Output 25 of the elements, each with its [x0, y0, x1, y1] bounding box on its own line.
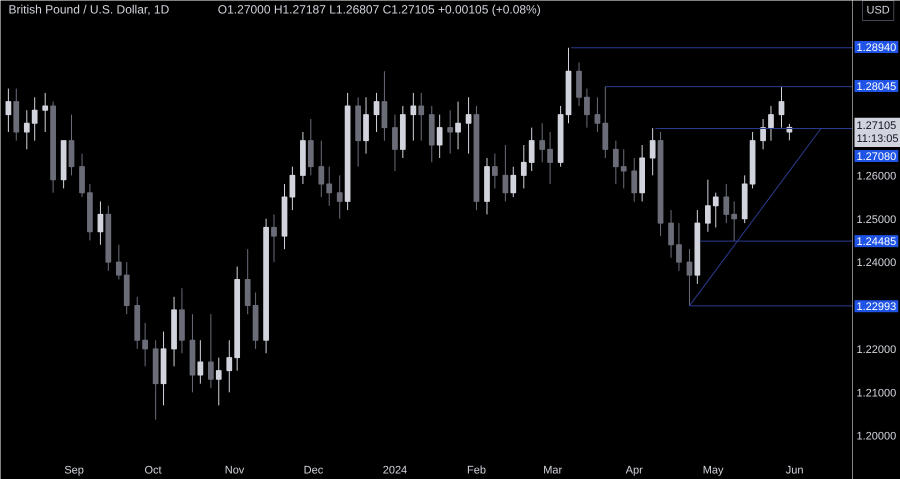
- x-tick-label: Apr: [626, 464, 644, 476]
- annotation: 1.22993: [856, 301, 896, 314]
- annotation: 1.28045: [856, 81, 896, 94]
- y-tick-label: 1.26000: [856, 170, 896, 182]
- y-tick-label: 1.21000: [856, 387, 896, 400]
- x-tick-label: Sep: [64, 464, 84, 476]
- x-tick-label: 2024: [382, 464, 408, 476]
- chart-title: British Pound / U.S. Dollar, 1D: [8, 2, 170, 16]
- y-tick-label: 1.22000: [856, 344, 896, 356]
- y-tick-label: 1.25000: [856, 214, 896, 226]
- y-tick-label: 1.24000: [856, 257, 896, 270]
- annotation: 1.24485: [856, 236, 896, 248]
- x-tick-label: Nov: [224, 464, 245, 476]
- x-tick-label: Feb: [466, 464, 486, 476]
- x-tick-label: Jun: [786, 464, 804, 476]
- x-tick-label: Mar: [543, 464, 563, 476]
- x-tick-label: May: [702, 464, 724, 476]
- annotation: 1.28940: [856, 42, 896, 54]
- chart-subtitle: O1.27000 H1.27187 L1.26807 C1.27105 +0.00105 (+0.08%): [218, 2, 541, 16]
- x-tick-label: Oct: [144, 464, 162, 476]
- x-tick-label: Dec: [304, 464, 324, 476]
- text: USD: [866, 4, 890, 16]
- annotation: 1.27105 11:13:05: [856, 120, 899, 145]
- y-tick-label: 1.20000: [856, 430, 896, 443]
- annotation: 1.27080: [856, 150, 896, 163]
